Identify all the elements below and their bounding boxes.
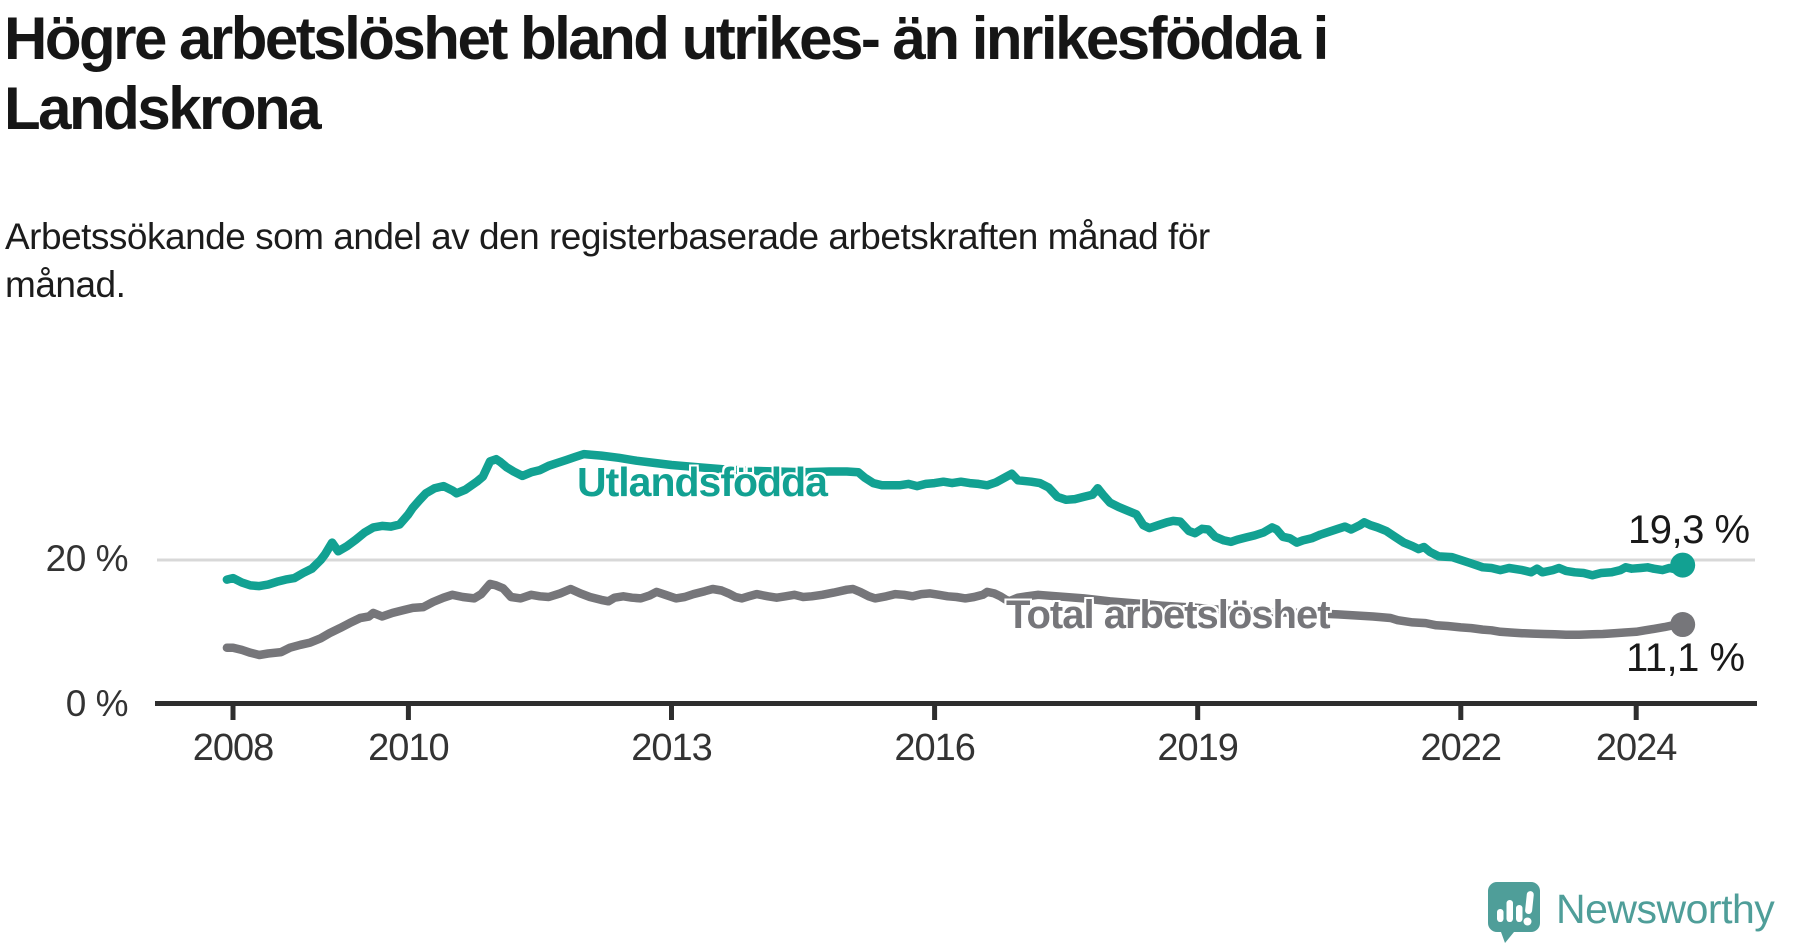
- x-axis-tick-2022: [1458, 706, 1464, 720]
- x-tick-label-2016: 2016: [894, 727, 976, 769]
- series-end-dot-gray: [1670, 612, 1696, 638]
- chart-subtitle-line-1: Arbetssökande som andel av den registerb…: [5, 216, 1210, 257]
- y-axis-label-0: 0 %: [65, 683, 129, 724]
- series-line-gray: [222, 579, 1687, 660]
- end-value-utlandsfodda: 19,3 %: [1628, 508, 1750, 552]
- end-value-total-arbetsloshet: 11,1 %: [1626, 636, 1745, 680]
- newsworthy-wordmark: Newsworthy: [1556, 885, 1775, 932]
- series-label-utlandsfodda: Utlandsfödda: [577, 459, 828, 505]
- x-axis-tick-2024: [1633, 706, 1639, 720]
- x-axis-tick-2010: [405, 706, 411, 720]
- x-tick-label-2013: 2013: [631, 727, 713, 769]
- x-tick-label-2008: 2008: [192, 727, 275, 769]
- chart-subtitle-line-2: månad.: [5, 264, 126, 305]
- newsworthy-brand: Newsworthy: [1486, 880, 1800, 944]
- x-axis-tick-2016: [932, 706, 938, 720]
- x-axis-tick-2013: [669, 706, 674, 720]
- series-label-total-arbetsloshet: Total arbetslöshet: [1006, 593, 1331, 637]
- x-axis-tick-2019: [1195, 706, 1201, 720]
- page-title-line-1: Högre arbetslöshet bland utrikes- än inr…: [4, 5, 1329, 72]
- chart-subtitle: Arbetssökande som andel av den registerb…: [5, 213, 1525, 309]
- newsworthy-logo-icon: [1488, 882, 1540, 943]
- series-line-teal: [222, 449, 1687, 591]
- x-axis-tick-2008: [230, 706, 236, 720]
- page-title-line-2: Landskrona: [4, 75, 322, 142]
- x-tick-label-2024: 2024: [1595, 727, 1678, 769]
- x-tick-label-2022: 2022: [1420, 727, 1503, 769]
- x-tick-label-2010: 2010: [368, 727, 450, 769]
- series-end-dot-teal: [1670, 552, 1696, 578]
- gridline-20: [157, 558, 1755, 562]
- x-tick-label-2019: 2019: [1157, 727, 1239, 769]
- page-title: Högre arbetslöshet bland utrikes- än inr…: [4, 4, 1704, 144]
- y-axis-label-20: 20 %: [45, 538, 129, 579]
- x-axis-line: [155, 701, 1757, 706]
